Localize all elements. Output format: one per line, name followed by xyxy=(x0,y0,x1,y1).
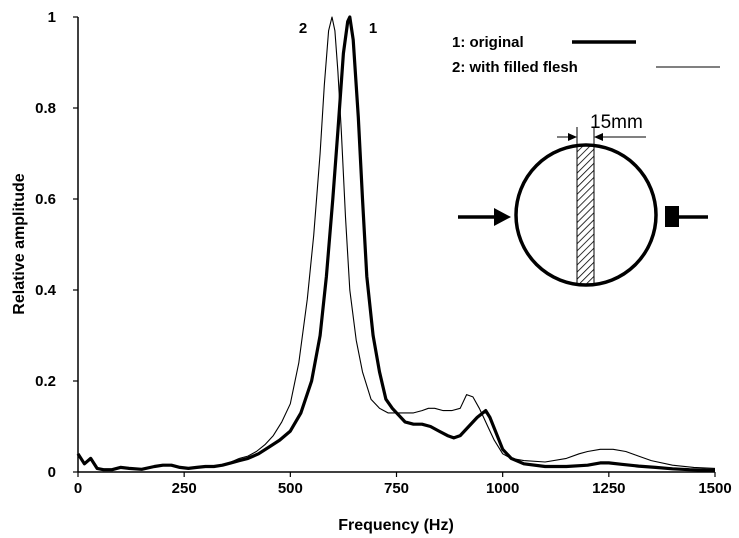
specimen-diagram: 15mm xyxy=(458,112,708,287)
legend-label-original: 1: original xyxy=(452,34,524,51)
peak-label-1: 1 xyxy=(369,20,377,37)
specimen-circle xyxy=(514,143,658,287)
y-ticks: 0 0.2 0.4 0.6 0.8 1 xyxy=(35,9,78,481)
x-tick-label: 0 xyxy=(74,480,82,497)
x-ticks: 0 250 500 750 1000 1250 1500 xyxy=(74,472,732,497)
y-tick-label: 0.2 xyxy=(35,373,56,390)
y-axis-label: Relative amplitude xyxy=(11,173,28,314)
x-tick-label: 1000 xyxy=(486,480,519,497)
x-axis-label: Frequency (Hz) xyxy=(338,517,454,534)
legend: 1: original 2: with filled flesh xyxy=(452,34,720,76)
legend-label-filled: 2: with filled flesh xyxy=(452,59,578,76)
dimension-label: 15mm xyxy=(590,112,643,133)
y-tick-label: 1 xyxy=(48,9,56,26)
plot-area: 0 250 500 750 1000 1250 1500 0 0.2 0.4 0.6 0.8 1 xyxy=(35,9,732,497)
x-tick-label: 500 xyxy=(278,480,303,497)
sensor-block xyxy=(665,206,679,227)
series-line-original xyxy=(76,15,715,472)
series-line-filled-flesh xyxy=(77,16,716,471)
y-tick-label: 0.4 xyxy=(35,282,57,299)
excitation-arrowhead xyxy=(494,208,511,226)
x-tick-label: 750 xyxy=(384,480,409,497)
x-tick-label: 1500 xyxy=(698,480,731,497)
y-tick-label: 0 xyxy=(48,464,56,481)
series-group xyxy=(76,15,716,472)
dimension-arrowhead-right xyxy=(594,133,603,141)
peak-label-2: 2 xyxy=(299,20,307,37)
y-tick-label: 0.8 xyxy=(35,100,56,117)
dimension-arrowhead-left xyxy=(568,133,577,141)
y-tick-label: 0.6 xyxy=(35,191,56,208)
filled-flesh-hatch xyxy=(577,145,594,285)
x-tick-label: 1250 xyxy=(592,480,625,497)
x-tick-label: 250 xyxy=(172,480,197,497)
